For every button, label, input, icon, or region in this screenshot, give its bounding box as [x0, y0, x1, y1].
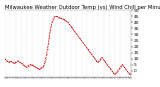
Text: Milwaukee Weather Outdoor Temp (vs) Wind Chill per Minute (Last 24 Hours): Milwaukee Weather Outdoor Temp (vs) Wind…: [5, 5, 160, 10]
